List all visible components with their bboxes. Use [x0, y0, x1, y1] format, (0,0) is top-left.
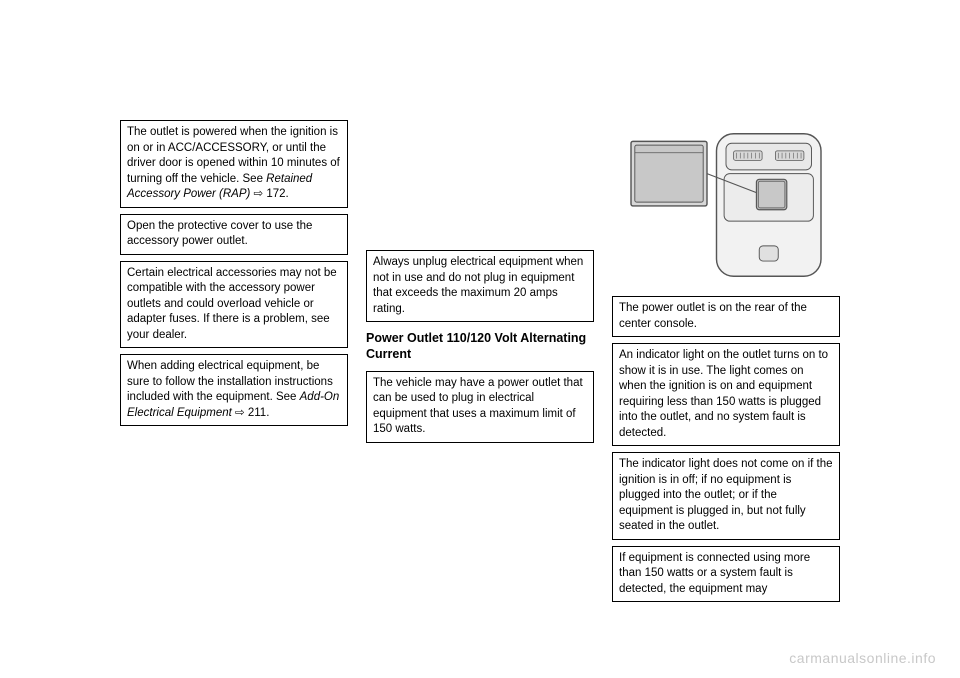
text: If equipment is connected using more tha…: [619, 552, 810, 595]
paragraph: The indicator light does not come on if …: [612, 452, 840, 540]
text: An indicator light on the outlet turns o…: [619, 349, 828, 439]
paragraph: The outlet is powered when the ignition …: [120, 120, 348, 208]
paragraph: Always unplug electrical equipment when …: [366, 250, 594, 322]
paragraph: If equipment is connected using more tha…: [612, 546, 840, 603]
text: Open the protective cover to use the acc…: [127, 220, 312, 248]
reference-suffix: ⇨ 211.: [232, 407, 270, 419]
text: Certain electrical accessories may not b…: [127, 267, 337, 341]
console-diagram: [612, 120, 840, 290]
text: Always unplug electrical equipment when …: [373, 256, 583, 315]
column-2: Always unplug electrical equipment when …: [366, 120, 594, 602]
text: The vehicle may have a power outlet that…: [373, 377, 583, 436]
paragraph: Open the protective cover to use the acc…: [120, 214, 348, 255]
column-1: The outlet is powered when the ignition …: [120, 120, 348, 602]
column-3: The power outlet is on the rear of the c…: [612, 120, 840, 602]
section-heading: Power Outlet 110/120 Volt Alternating Cu…: [366, 328, 594, 365]
paragraph: When adding electrical equipment, be sur…: [120, 354, 348, 426]
reference-suffix: ⇨ 172.: [250, 188, 288, 200]
text: The indicator light does not come on if …: [619, 458, 833, 532]
paragraph: The power outlet is on the rear of the c…: [612, 296, 840, 337]
text: The power outlet is on the rear of the c…: [619, 302, 807, 330]
paragraph: An indicator light on the outlet turns o…: [612, 343, 840, 446]
paragraph: The vehicle may have a power outlet that…: [366, 371, 594, 443]
paragraph: Certain electrical accessories may not b…: [120, 261, 348, 349]
watermark: carmanualsonline.info: [789, 650, 936, 666]
